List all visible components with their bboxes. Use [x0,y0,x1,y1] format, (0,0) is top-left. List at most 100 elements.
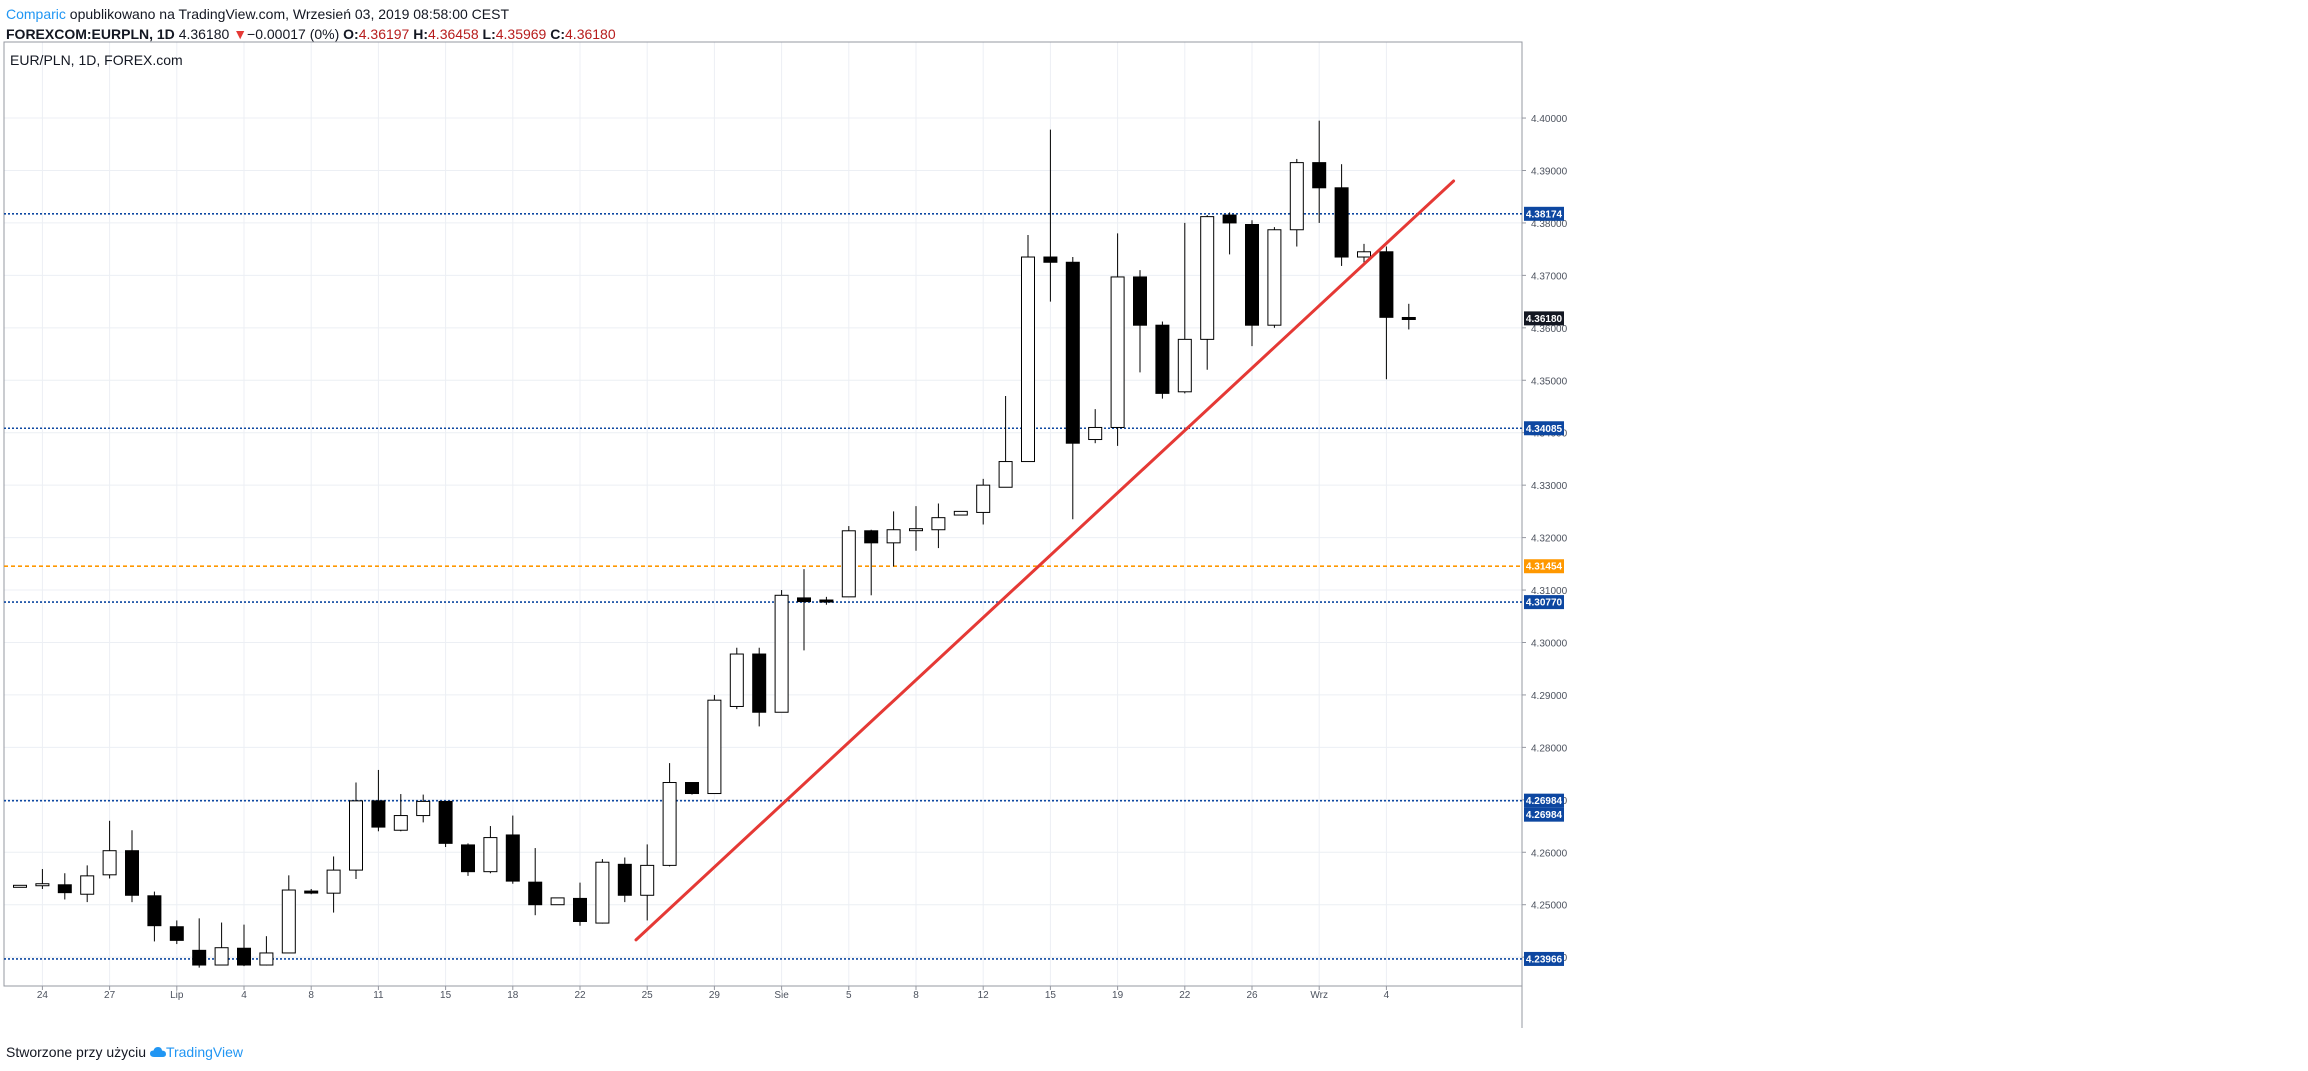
candle-body [774,594,789,713]
level-price-label-bg [1524,559,1564,574]
candle-body [393,815,408,831]
candle-body [528,881,543,906]
last-price-label: 4.36180 [1526,314,1563,325]
candle-body [35,883,50,887]
candle [1133,270,1147,373]
price-tick-label: 4.38000 [1531,219,1568,230]
price-axis: 4.240004.250004.260004.270004.280004.290… [1522,114,1568,966]
candle-body [864,530,879,544]
time-tick-label: 15 [440,990,452,1001]
candle [774,590,789,713]
candle [976,478,991,525]
last-price: 4.36180 [178,26,230,42]
candle [483,826,498,874]
price-tick-label: 4.30000 [1531,638,1568,649]
candle-body [57,884,72,894]
time-tick-label: 11 [373,990,384,1001]
candle-body [1267,229,1282,326]
candle-body [550,897,565,906]
candle [573,882,587,926]
price-tick-label: 4.29000 [1531,691,1568,702]
candle [13,884,27,888]
ohlc-line: FOREXCOM:EURPLN, 1D 4.36180 ▼−0.00017 (0… [6,24,616,44]
candle-body [505,834,520,882]
candle-body [1200,216,1215,340]
candle-body [461,844,475,873]
price-tick-label: 4.39000 [1531,166,1568,177]
time-tick-label: 15 [1045,990,1057,1001]
candle [461,843,475,876]
candle-body [1133,276,1147,326]
candle-body [80,875,95,895]
chart-header: Comparic opublikowano na TradingView.com… [6,4,616,44]
candle [326,856,341,913]
time-tick-label: Wrz [1310,990,1328,1001]
candle [841,526,856,598]
time-tick-label: 5 [846,990,852,1001]
time-tick-label: 4 [1384,990,1390,1001]
time-tick-label: 12 [978,990,990,1001]
last-price-label-bg [1524,311,1564,326]
candle [349,782,363,880]
low-value: 4.35969 [495,26,547,42]
candle [1289,158,1304,247]
candle [1043,129,1058,302]
candle [1088,409,1103,444]
time-tick-label: 22 [1179,990,1191,1001]
price-change: −0.00017 (0%) [247,26,340,42]
candle [259,936,274,966]
trendline[interactable] [634,179,1456,942]
candle-body [841,530,856,598]
low-label: L: [482,26,496,42]
candle [953,510,968,516]
price-tick-label: 4.33000 [1531,481,1568,492]
candle-body [214,947,229,966]
publish-line: Comparic opublikowano na TradingView.com… [6,4,616,24]
candle-body [953,510,968,516]
candle-body [259,952,274,966]
candle [550,897,565,906]
price-chart[interactable]: 4.240004.250004.260004.270004.280004.290… [0,40,2308,1040]
candle [1222,212,1237,255]
price-tick-label: 4.32000 [1531,534,1568,545]
candle [438,800,453,848]
candle-body [976,484,991,513]
candle [505,815,520,884]
candle-body [931,517,946,531]
candle [640,844,655,921]
candle-body [797,597,811,603]
level-price-label: 4.31454 [1526,562,1563,573]
candle [1334,164,1349,266]
candle [1200,215,1215,370]
candle-body [1065,261,1080,444]
tradingview-link[interactable]: TradingView [165,1044,243,1060]
candle-body [438,800,453,844]
candle [192,918,207,968]
time-tick-label: Sie [774,990,789,1001]
publisher-link[interactable]: Comparic [6,6,66,22]
candle-body [595,861,610,924]
candle [662,763,677,867]
horizontal-levels [4,213,1522,960]
candle [416,794,431,823]
candle [1065,257,1080,520]
level-price-label: 4.26984 [1526,796,1563,807]
candle-body [326,869,341,894]
level-price-label-dup-bg [1524,807,1564,822]
level-price-label-bg [1524,595,1564,610]
candle-body [685,782,699,795]
candle-body [1401,316,1416,320]
candle [102,820,117,879]
close-label: C: [550,26,566,42]
candle-body [416,800,431,817]
candle-body [1088,426,1103,441]
candle-body [909,528,923,532]
candle-body [617,863,632,896]
candle [1155,321,1170,399]
high-value: 4.36458 [428,26,479,42]
candle [1379,246,1394,380]
time-tick-label: 27 [104,990,116,1001]
candle [752,647,767,727]
level-price-label-dup: 4.26984 [1526,810,1563,821]
time-tick-label: 24 [37,990,49,1001]
